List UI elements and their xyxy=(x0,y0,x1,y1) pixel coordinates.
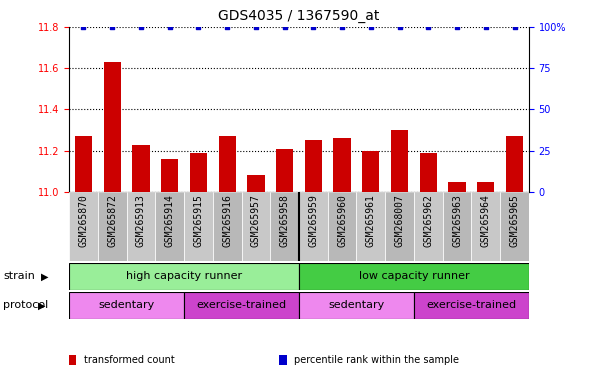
Bar xyxy=(448,182,466,192)
Bar xyxy=(69,192,98,261)
Bar xyxy=(69,263,299,290)
Bar xyxy=(247,175,264,192)
Title: GDS4035 / 1367590_at: GDS4035 / 1367590_at xyxy=(218,9,380,23)
Bar xyxy=(270,192,299,261)
Bar xyxy=(477,182,495,192)
Text: GSM265960: GSM265960 xyxy=(337,194,347,247)
Point xyxy=(452,24,462,30)
Text: low capacity runner: low capacity runner xyxy=(359,271,469,281)
Text: GSM265957: GSM265957 xyxy=(251,194,261,247)
Text: GSM265958: GSM265958 xyxy=(279,194,290,247)
Bar xyxy=(328,192,356,261)
Bar xyxy=(184,292,299,319)
Point xyxy=(366,24,376,30)
Text: GSM265962: GSM265962 xyxy=(423,194,433,247)
Point xyxy=(337,24,347,30)
Bar xyxy=(414,292,529,319)
Point xyxy=(165,24,174,30)
Bar xyxy=(299,192,328,261)
Text: GSM268007: GSM268007 xyxy=(395,194,404,247)
Point xyxy=(108,24,117,30)
Bar xyxy=(385,192,414,261)
Point xyxy=(194,24,203,30)
Bar xyxy=(75,136,92,192)
Text: ▶: ▶ xyxy=(41,271,48,281)
Bar xyxy=(391,130,408,192)
Bar xyxy=(419,153,437,192)
Text: GSM265913: GSM265913 xyxy=(136,194,146,247)
Text: strain: strain xyxy=(3,271,35,281)
Bar xyxy=(161,159,178,192)
Bar xyxy=(132,144,150,192)
Point xyxy=(79,24,88,30)
Text: GSM265915: GSM265915 xyxy=(194,194,203,247)
Bar xyxy=(127,192,155,261)
Point xyxy=(510,24,519,30)
Bar xyxy=(69,292,184,319)
Point xyxy=(136,24,146,30)
Text: exercise-trained: exercise-trained xyxy=(197,300,287,310)
Point xyxy=(308,24,318,30)
Bar xyxy=(443,192,471,261)
Text: GSM265964: GSM265964 xyxy=(481,194,491,247)
Point xyxy=(424,24,433,30)
Bar xyxy=(219,136,236,192)
Text: ▶: ▶ xyxy=(38,300,45,310)
Point xyxy=(280,24,290,30)
Text: high capacity runner: high capacity runner xyxy=(126,271,242,281)
Text: GSM265872: GSM265872 xyxy=(107,194,117,247)
Bar xyxy=(190,153,207,192)
Bar xyxy=(500,192,529,261)
Bar xyxy=(334,138,351,192)
Bar xyxy=(356,192,385,261)
Text: GSM265870: GSM265870 xyxy=(79,194,88,247)
Bar xyxy=(184,192,213,261)
Text: GSM265965: GSM265965 xyxy=(510,194,519,247)
Bar xyxy=(98,192,127,261)
Bar xyxy=(506,136,523,192)
Text: GSM265961: GSM265961 xyxy=(366,194,376,247)
Text: percentile rank within the sample: percentile rank within the sample xyxy=(294,355,459,365)
Text: sedentary: sedentary xyxy=(99,300,154,310)
Point xyxy=(395,24,404,30)
Bar xyxy=(242,192,270,261)
Text: transformed count: transformed count xyxy=(84,355,174,365)
Bar xyxy=(103,62,121,192)
Bar xyxy=(414,192,443,261)
Text: GSM265959: GSM265959 xyxy=(308,194,319,247)
Point xyxy=(251,24,261,30)
Bar xyxy=(299,292,414,319)
Text: protocol: protocol xyxy=(3,300,48,310)
Bar xyxy=(213,192,242,261)
Bar xyxy=(299,263,529,290)
Bar xyxy=(471,192,500,261)
Point xyxy=(222,24,232,30)
Text: GSM265914: GSM265914 xyxy=(165,194,175,247)
Bar xyxy=(305,141,322,192)
Point xyxy=(481,24,490,30)
Text: GSM265963: GSM265963 xyxy=(452,194,462,247)
Bar xyxy=(362,151,379,192)
Bar xyxy=(155,192,184,261)
Bar xyxy=(276,149,293,192)
Text: sedentary: sedentary xyxy=(328,300,385,310)
Text: exercise-trained: exercise-trained xyxy=(426,300,516,310)
Text: GSM265916: GSM265916 xyxy=(222,194,232,247)
